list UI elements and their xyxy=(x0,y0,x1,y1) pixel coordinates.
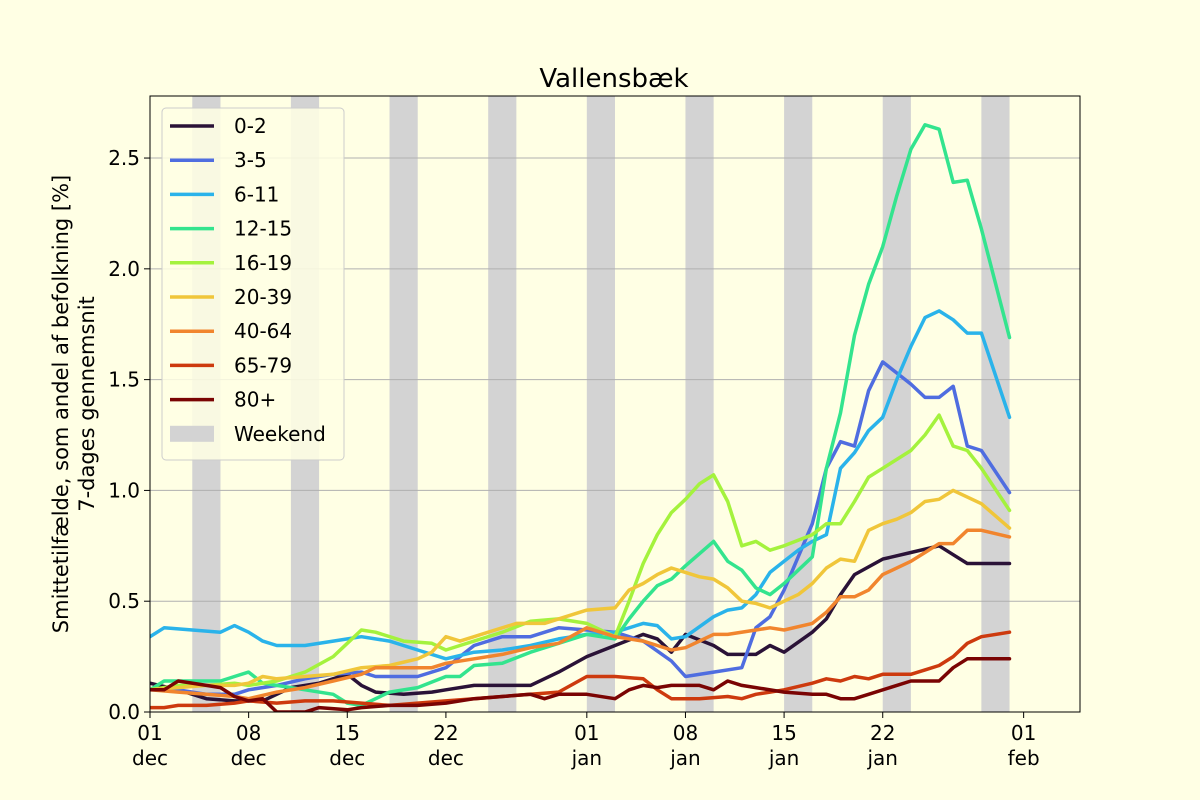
x-tick-label-month: dec xyxy=(428,746,464,770)
x-tick-label-day: 15 xyxy=(335,721,360,745)
x-axis-ticks: 01dec08dec15dec22dec01jan08jan15jan22jan… xyxy=(132,712,1040,770)
x-tick-label-day: 01 xyxy=(1011,721,1036,745)
plot-frame xyxy=(149,95,1081,713)
weekend-band xyxy=(685,96,714,712)
series-line-80+ xyxy=(150,657,1012,712)
x-tick-label-day: 01 xyxy=(574,721,599,745)
x-tick-label-month: jan xyxy=(866,746,898,770)
x-tick-label-day: 15 xyxy=(771,721,796,745)
legend-label: 3-5 xyxy=(234,148,267,172)
series-line-40-64 xyxy=(150,528,1012,701)
x-tick-label-month: dec xyxy=(329,746,365,770)
x-tick-label-month: jan xyxy=(768,746,800,770)
y-tick-label: 0.0 xyxy=(108,700,140,724)
x-tick-label-month: jan xyxy=(571,746,603,770)
series-line-16-19 xyxy=(150,413,1012,692)
x-tick-label-day: 01 xyxy=(137,721,162,745)
x-tick-label-day: 08 xyxy=(236,721,261,745)
chart-title: Vallensbæk xyxy=(539,64,688,94)
weekend-band xyxy=(784,96,813,712)
y-axis-label-line-2: 7-dages gennemsnit xyxy=(75,296,99,512)
y-tick-label: 1.0 xyxy=(108,478,140,502)
legend-label: 16-19 xyxy=(234,251,292,275)
x-tick-label-day: 08 xyxy=(673,721,698,745)
legend: 0-2 3-5 6-11 12-15 16-19 20-39 40-64 65-79 80+ We… xyxy=(161,107,345,461)
weekend-band xyxy=(586,96,615,712)
y-tick-label: 2.5 xyxy=(108,146,140,170)
x-tick-label-month: jan xyxy=(669,746,701,770)
y-tick-label: 2.0 xyxy=(108,257,140,281)
series-line-20-39 xyxy=(150,488,1012,692)
x-tick-label-day: 22 xyxy=(870,721,895,745)
x-tick-label-day: 22 xyxy=(433,721,458,745)
weekend-band xyxy=(1080,96,1108,712)
weekend-band xyxy=(389,96,418,712)
series-line-65-79 xyxy=(150,630,1012,710)
x-tick-label-month: dec xyxy=(132,746,168,770)
legend-label: 0-2 xyxy=(234,114,267,138)
series-line-6-11 xyxy=(150,309,1012,661)
legend-label: 6-11 xyxy=(234,182,279,206)
legend-label: 40-64 xyxy=(234,319,292,343)
x-tick-label-month: feb xyxy=(1008,746,1040,770)
x-tick-label-month: dec xyxy=(231,746,267,770)
legend-label-weekend: Weekend xyxy=(234,422,326,446)
legend-label: 65-79 xyxy=(234,353,292,377)
legend-label: 80+ xyxy=(234,388,276,412)
series-lines xyxy=(150,123,1012,712)
legend-swatch-weekend xyxy=(170,425,214,442)
legend-label: 12-15 xyxy=(234,217,292,241)
y-tick-label: 1.5 xyxy=(108,368,140,392)
legend-label: 20-39 xyxy=(234,285,292,309)
y-axis-label-line-1: Smittetilfælde, som andel af befolkning … xyxy=(49,175,73,633)
y-tick-label: 0.5 xyxy=(108,589,140,613)
weekend-band xyxy=(488,96,517,712)
y-axis-ticks: 0.0 0.5 1.0 1.5 2.0 2.5 xyxy=(108,146,150,724)
